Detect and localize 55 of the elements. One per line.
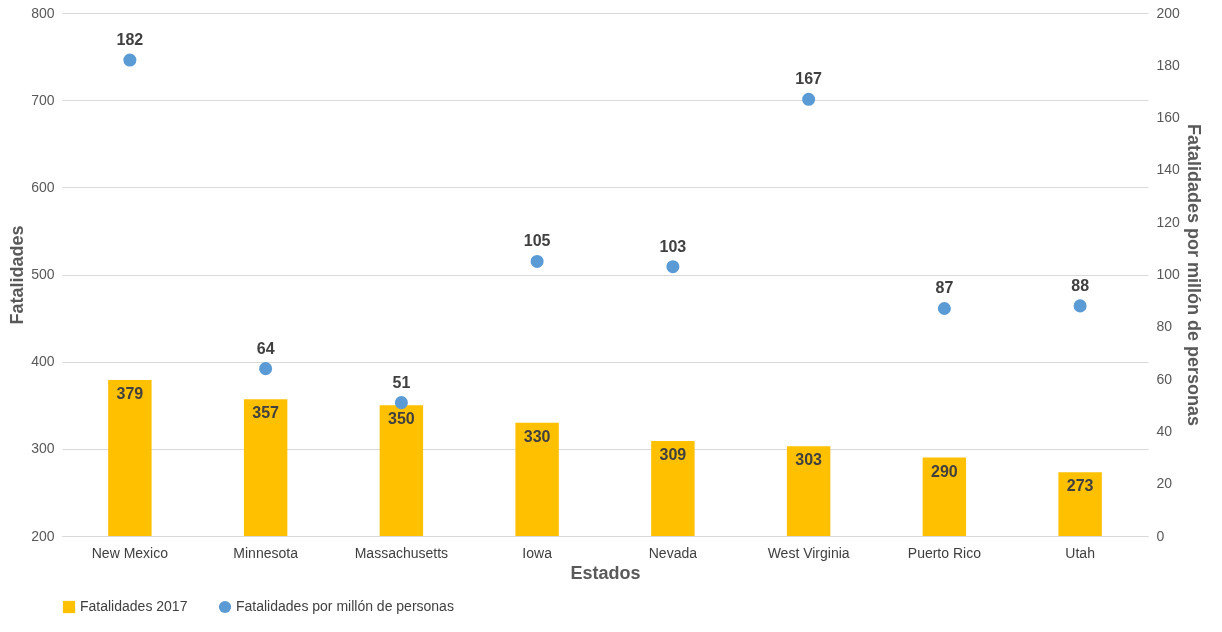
point [1073,299,1087,313]
data-label: 51 [392,373,411,391]
y2-tick-label: 140 [1156,161,1181,178]
x-tick-label: Puerto Rico [907,544,982,561]
data-label: 273 [1066,477,1094,495]
y-tick-label: 700 [31,91,55,108]
x-tick-label: Minnesota [233,544,299,561]
point [937,301,951,315]
y2-tick-label: 80 [1156,318,1173,335]
data-label: 379 [116,384,144,402]
point [802,92,816,106]
y-tick-label: 500 [31,266,55,282]
y-tick-label: 600 [31,178,55,195]
point [666,260,680,274]
point [259,362,273,376]
x-tick-label: New Mexico [91,544,169,561]
data-label: 303 [795,451,823,469]
y2-tick-label: 160 [1156,109,1181,126]
x-tick-label: West Virginia [767,544,850,561]
data-label: 87 [935,279,954,297]
legend-label: Fatalidades por millón de personas [236,598,454,614]
data-label: 350 [388,410,415,428]
y2-tick-label: 60 [1156,370,1173,387]
data-label: 182 [116,31,144,49]
y2-tick-label: 200 [1156,4,1181,21]
data-label: 103 [659,237,687,255]
y2-tick-label: 20 [1156,475,1173,492]
data-label: 309 [659,445,687,463]
y2-tick-label: 180 [1156,56,1181,73]
x-tick-label: Iowa [522,544,553,561]
y2-tick-label: 100 [1156,266,1181,282]
data-label: 357 [252,404,280,422]
x-tick-label: Utah [1065,544,1095,561]
point [530,254,544,268]
y2-tick-label: 120 [1156,213,1181,230]
data-label: 64 [256,339,275,357]
point [123,53,137,67]
y-tick-label: 200 [31,527,55,544]
data-label: 330 [523,427,551,445]
x-axis-title: Estados [570,562,641,583]
x-tick-label: Nevada [648,544,698,561]
y-tick-label: 800 [31,4,55,21]
y-tick-label: 300 [31,440,55,457]
y2-axis-title: Fatalidades por millón de personas [1183,123,1204,427]
y-axis-title: Fatalidades [7,225,28,325]
y2-tick-label: 0 [1156,527,1165,544]
data-label: 290 [931,462,958,480]
x-tick-label: Massachusetts [354,544,449,561]
legend-label: Fatalidades 2017 [80,598,188,614]
data-label: 105 [523,232,551,250]
point [394,396,408,410]
data-label: 167 [795,70,823,88]
y2-tick-label: 40 [1156,422,1173,439]
data-label: 88 [1071,276,1090,294]
y-tick-label: 400 [31,353,55,370]
